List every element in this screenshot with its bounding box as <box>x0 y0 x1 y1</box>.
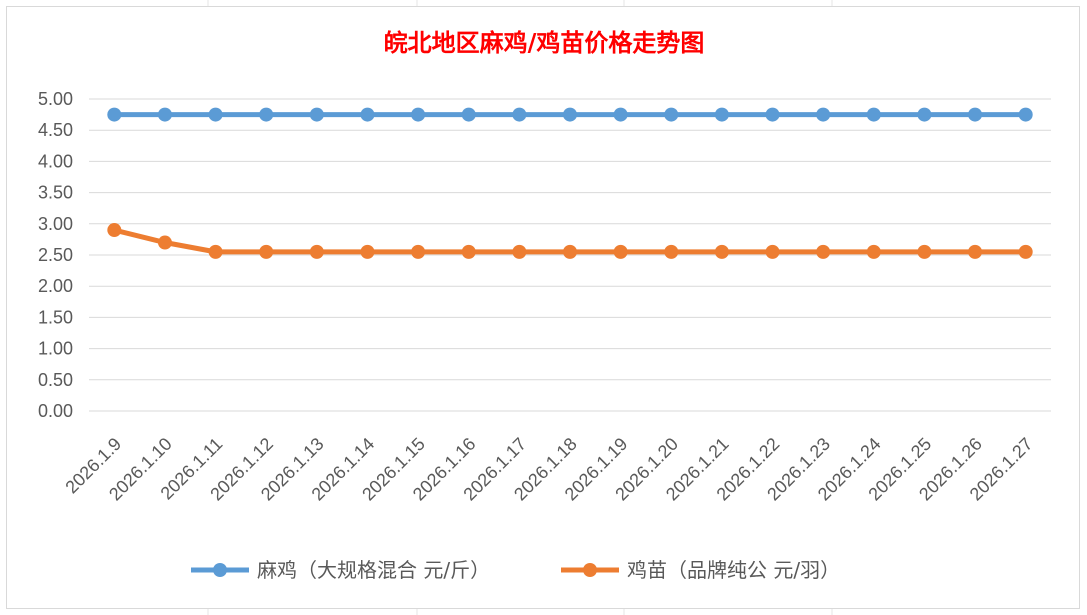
data-point[interactable] <box>1018 244 1033 259</box>
data-point[interactable] <box>309 107 324 122</box>
data-point[interactable] <box>157 235 172 250</box>
data-point[interactable] <box>917 107 932 122</box>
y-tick-label: 2.00 <box>38 276 73 296</box>
data-point[interactable] <box>866 107 881 122</box>
data-point[interactable] <box>866 244 881 259</box>
legend-item-2[interactable]: 鸡苗（品牌纯公 元/羽） <box>561 558 840 582</box>
y-tick-label: 0.50 <box>38 370 73 390</box>
y-tick-label: 0.00 <box>38 401 73 421</box>
data-point[interactable] <box>613 107 628 122</box>
y-tick-label: 3.50 <box>38 183 73 203</box>
y-tick-label: 2.50 <box>38 245 73 265</box>
y-tick-label: 4.50 <box>38 120 73 140</box>
data-point[interactable] <box>664 107 679 122</box>
chart-title: 皖北地区麻鸡/鸡苗价格走势图 <box>384 28 705 57</box>
line-chart: 皖北地区麻鸡/鸡苗价格走势图 0.00 0.50 1.00 1.50 2.00 2.50 3… <box>38 28 1051 582</box>
x-axis-ticks: 2026.1.92026.1.102026.1.112026.1.122026.… <box>61 434 1036 505</box>
y-tick-label: 1.00 <box>38 339 73 359</box>
series-2 <box>107 223 1033 259</box>
gridlines <box>89 98 1051 412</box>
data-point[interactable] <box>765 107 780 122</box>
data-point[interactable] <box>107 107 122 122</box>
series-layer <box>107 107 1033 259</box>
legend: 麻鸡（大规格混合 元/斤） 鸡苗（品牌纯公 元/羽） <box>191 558 840 582</box>
data-point[interactable] <box>613 244 628 259</box>
y-tick-label: 1.50 <box>38 307 73 327</box>
data-point[interactable] <box>816 107 831 122</box>
legend-label: 鸡苗（品牌纯公 元/羽） <box>627 558 840 582</box>
data-point[interactable] <box>816 244 831 259</box>
data-point[interactable] <box>563 244 577 259</box>
data-point[interactable] <box>411 244 426 259</box>
data-point[interactable] <box>512 107 527 122</box>
data-point[interactable] <box>765 244 780 259</box>
y-axis-ticks: 0.00 0.50 1.00 1.50 2.00 2.50 3.00 3.50 4.00 4.50… <box>38 89 73 421</box>
data-point[interactable] <box>208 244 223 259</box>
y-tick-label: 3.00 <box>38 214 73 234</box>
data-point[interactable] <box>563 107 577 122</box>
data-point[interactable] <box>664 244 679 259</box>
data-point[interactable] <box>157 107 172 122</box>
chart-area[interactable]: 皖北地区麻鸡/鸡苗价格走势图 0.00 0.50 1.00 1.50 2.00 2.50 3… <box>6 6 1080 609</box>
data-point[interactable] <box>208 107 223 122</box>
data-point[interactable] <box>968 107 983 122</box>
data-point[interactable] <box>360 244 375 259</box>
data-point[interactable] <box>968 244 983 259</box>
data-point[interactable] <box>512 244 527 259</box>
data-point[interactable] <box>411 107 426 122</box>
data-point[interactable] <box>259 107 274 122</box>
data-point[interactable] <box>714 244 729 259</box>
legend-swatch-marker <box>583 563 597 577</box>
y-tick-label: 5.00 <box>38 89 73 109</box>
legend-item-1[interactable]: 麻鸡（大规格混合 元/斤） <box>191 558 490 582</box>
series-1 <box>107 107 1033 122</box>
data-point[interactable] <box>461 244 476 259</box>
y-tick-label: 4.00 <box>38 151 73 171</box>
data-point[interactable] <box>461 107 476 122</box>
data-point[interactable] <box>107 223 122 238</box>
legend-swatch-marker <box>213 563 227 577</box>
data-point[interactable] <box>259 244 274 259</box>
data-point[interactable] <box>360 107 375 122</box>
data-point[interactable] <box>917 244 932 259</box>
legend-label: 麻鸡（大规格混合 元/斤） <box>257 558 490 582</box>
data-point[interactable] <box>1018 107 1033 122</box>
data-point[interactable] <box>309 244 324 259</box>
data-point[interactable] <box>714 107 729 122</box>
